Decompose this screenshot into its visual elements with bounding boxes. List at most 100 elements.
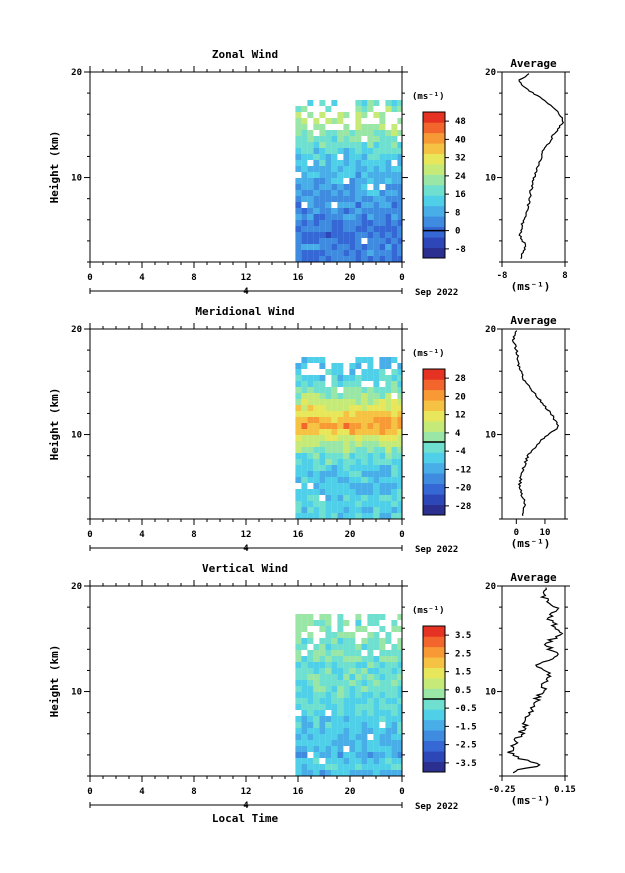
heatmap-cell xyxy=(343,758,350,764)
heatmap-cell xyxy=(295,118,302,124)
x-tick-label: 0 xyxy=(87,787,92,797)
heatmap-cell xyxy=(307,441,314,447)
heatmap-cell xyxy=(385,483,392,489)
heatmap-cell xyxy=(337,441,344,447)
colorbar-swatch xyxy=(423,657,445,669)
heatmap-cell xyxy=(379,118,386,124)
heatmap-cell xyxy=(361,220,368,226)
colorbar-swatch xyxy=(423,504,445,516)
heatmap-cell xyxy=(307,614,314,620)
heatmap-cell xyxy=(379,423,386,429)
heatmap-cell xyxy=(295,136,302,142)
heatmap-cell xyxy=(301,435,308,441)
heatmap-cell xyxy=(301,387,308,393)
heatmap-cell xyxy=(385,148,392,154)
heatmap-cell xyxy=(301,507,308,513)
heatmap-cell xyxy=(391,208,398,214)
heatmap-cell xyxy=(307,238,314,244)
heatmap-cell xyxy=(295,692,302,698)
heatmap-cell xyxy=(313,124,320,130)
heatmap-cell xyxy=(361,190,368,196)
heatmap-cell xyxy=(391,375,398,381)
heatmap-cell xyxy=(319,411,326,417)
heatmap-cell xyxy=(373,441,380,447)
colorbar-swatch xyxy=(423,132,445,144)
heatmap-cell xyxy=(331,632,338,638)
heatmap-cell xyxy=(331,405,338,411)
heatmap-cell xyxy=(373,202,380,208)
heatmap-cell xyxy=(343,644,350,650)
heatmap-cell xyxy=(397,513,402,519)
heatmap-cell xyxy=(349,686,356,692)
colorbar-swatch xyxy=(423,143,445,155)
heatmap-cell xyxy=(337,166,344,172)
heatmap-cell xyxy=(331,429,338,435)
heatmap-cell xyxy=(295,399,302,405)
heatmap-cell xyxy=(325,668,332,674)
heatmap-cell xyxy=(343,202,350,208)
heatmap-cell xyxy=(373,758,380,764)
heatmap-cell xyxy=(361,375,368,381)
heatmap-cell xyxy=(385,387,392,393)
colorbar-tick-label: 2.5 xyxy=(455,649,471,659)
heatmap-cell xyxy=(379,656,386,662)
heatmap-cell xyxy=(373,399,380,405)
heatmap-cell xyxy=(313,381,320,387)
heatmap-cell xyxy=(325,680,332,686)
heatmap-cell xyxy=(355,674,362,680)
heatmap-cell xyxy=(385,495,392,501)
heatmap-cell xyxy=(361,770,368,776)
heatmap-cell xyxy=(295,722,302,728)
heatmap-cell xyxy=(397,106,402,112)
heatmap-cell xyxy=(331,166,338,172)
heatmap-cell xyxy=(301,489,308,495)
heatmap-cell xyxy=(361,196,368,202)
heatmap-cell xyxy=(397,692,402,698)
heatmap-cell xyxy=(295,130,302,136)
heatmap-cell xyxy=(379,483,386,489)
heatmap-cell xyxy=(379,447,386,453)
heatmap-cell xyxy=(379,644,386,650)
heatmap-cell xyxy=(331,417,338,423)
heatmap-cell xyxy=(325,166,332,172)
heatmap-cell xyxy=(355,770,362,776)
heatmap-cell xyxy=(307,489,314,495)
heatmap-cell xyxy=(355,417,362,423)
heatmap-cell xyxy=(331,692,338,698)
heatmap-cell xyxy=(373,184,380,190)
heatmap-cell xyxy=(355,112,362,118)
heatmap-cell xyxy=(361,160,368,166)
heatmap-cell xyxy=(325,626,332,632)
heatmap-cell xyxy=(397,758,402,764)
heatmap-cell xyxy=(337,405,344,411)
heatmap-cell xyxy=(295,752,302,758)
heatmap-cell xyxy=(367,483,374,489)
heatmap-cell xyxy=(313,501,320,507)
heatmap-cell xyxy=(385,770,392,776)
heatmap-cell xyxy=(319,501,326,507)
date-label: Sep 2022 xyxy=(415,288,458,298)
colorbar-swatch xyxy=(423,247,445,259)
heatmap-cell xyxy=(367,178,374,184)
heatmap-cell xyxy=(301,483,308,489)
heatmap-cell xyxy=(307,453,314,459)
heatmap-cell xyxy=(355,130,362,136)
heatmap-cell xyxy=(373,668,380,674)
heatmap-cell xyxy=(343,686,350,692)
heatmap-cell xyxy=(385,429,392,435)
heatmap-cell xyxy=(361,465,368,471)
heatmap-cell xyxy=(325,208,332,214)
heatmap-cell xyxy=(379,662,386,668)
heatmap-cell xyxy=(391,656,398,662)
heatmap-cell xyxy=(319,190,326,196)
heatmap-cell xyxy=(343,668,350,674)
heatmap-cell xyxy=(295,632,302,638)
heatmap-cell xyxy=(307,710,314,716)
heatmap-cell xyxy=(385,746,392,752)
heatmap-cell xyxy=(319,381,326,387)
heatmap-cell xyxy=(319,692,326,698)
profile-y-tick-label: 10 xyxy=(485,431,496,441)
heatmap-cell xyxy=(319,405,326,411)
heatmap-cell xyxy=(313,674,320,680)
